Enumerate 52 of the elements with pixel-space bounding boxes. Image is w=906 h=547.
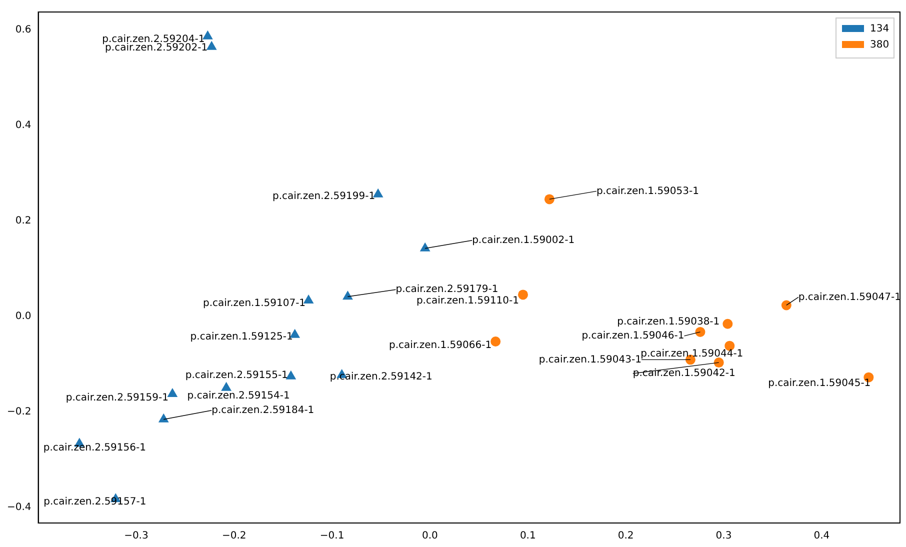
- annotation: p.cair.zen.2.59154-1: [187, 390, 290, 402]
- point: [167, 388, 178, 398]
- y-tick-label: 0.0: [15, 310, 32, 322]
- annotation: p.cair.zen.1.59046-1: [582, 330, 684, 342]
- annotation: p.cair.zen.1.59042-1: [632, 368, 736, 380]
- annotation: p.cair.zen.1.59047-1: [798, 292, 901, 303]
- y-tick-label: −0.2: [6, 406, 32, 418]
- x-tick-label: 0.0: [422, 530, 438, 542]
- annotation: p.cair.zen.2.59184-1: [212, 404, 314, 416]
- legend-label: 380: [870, 40, 890, 51]
- point: [303, 294, 314, 304]
- y-tick-label: 0.4: [15, 120, 32, 131]
- annotation: p.cair.zen.1.59044-1: [640, 348, 744, 360]
- x-tick-label: 0.2: [618, 530, 634, 542]
- x-tick-label: 0.1: [520, 530, 536, 542]
- annotation: p.cair.zen.1.59002-1: [472, 234, 575, 246]
- annotation: p.cair.zen.1.59053-1: [596, 186, 699, 197]
- annotation: p.cair.zen.2.59142-1: [330, 372, 432, 383]
- x-tick-label: −0.1: [320, 530, 344, 542]
- point: [342, 290, 353, 300]
- point: [221, 382, 232, 391]
- y-tick-label: 0.6: [15, 24, 32, 36]
- annotation: p.cair.zen.1.59125-1: [190, 331, 293, 342]
- annotation: p.cair.zen.2.59199-1: [272, 191, 376, 202]
- annotation: p.cair.zen.2.59179-1: [396, 284, 498, 296]
- point: [695, 326, 706, 337]
- y-tick-label: −0.4: [6, 502, 32, 513]
- point: [490, 336, 501, 347]
- x-tick-label: 0.3: [716, 530, 732, 542]
- y-tick-label: 0.2: [15, 215, 32, 226]
- annotation: p.cair.zen.1.59066-1: [389, 340, 492, 352]
- point: [158, 413, 169, 422]
- annotation: p.cair.zen.1.59038-1: [617, 316, 720, 328]
- point: [206, 40, 217, 50]
- annotation: p.cair.zen.2.59202-1: [105, 42, 208, 54]
- annotation: p.cair.zen.2.59157-1: [44, 496, 146, 508]
- annotation: p.cair.zen.1.59045-1: [768, 378, 871, 389]
- point: [420, 242, 430, 252]
- annotation: p.cair.zen.1.59110-1: [416, 295, 519, 306]
- point: [518, 290, 528, 300]
- x-tick-label: −0.3: [124, 530, 148, 542]
- point: [544, 194, 554, 204]
- x-tick-label: 0.4: [814, 530, 830, 542]
- x-tick-label: −0.2: [222, 530, 246, 542]
- point: [722, 318, 733, 329]
- annotation: p.cair.zen.1.59107-1: [203, 298, 306, 310]
- annotation: p.cair.zen.1.59043-1: [538, 354, 642, 366]
- legend-label: 134: [870, 24, 890, 35]
- point: [781, 300, 792, 310]
- annotation: p.cair.zen.2.59155-1: [185, 370, 288, 381]
- annotation: p.cair.zen.2.59156-1: [43, 442, 146, 454]
- annotation: p.cair.zen.2.59159-1: [66, 392, 168, 404]
